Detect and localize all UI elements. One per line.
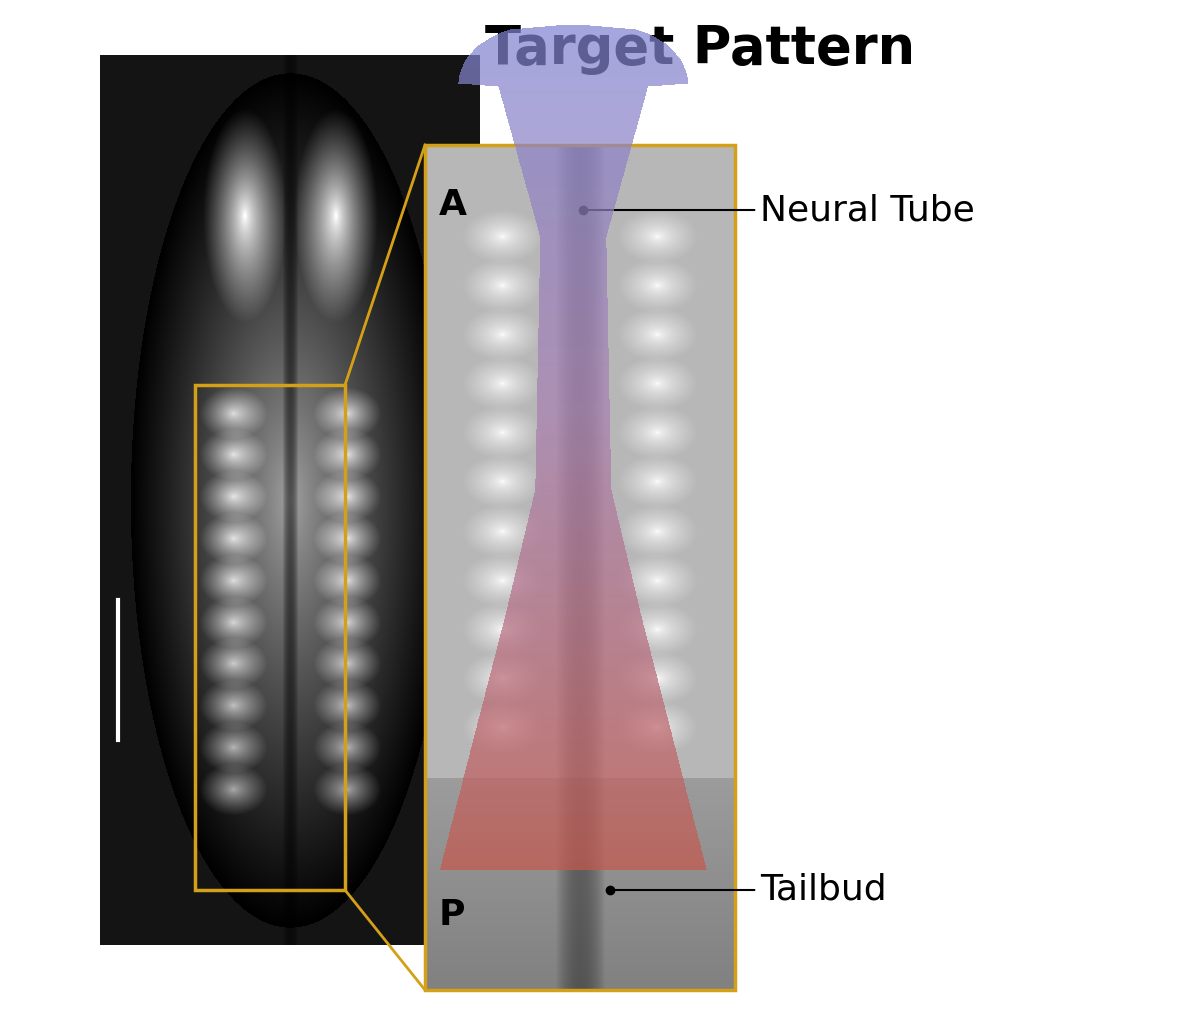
Bar bbox=[194, 385, 346, 890]
Text: Tailbud: Tailbud bbox=[613, 873, 887, 907]
Text: Neural Tube: Neural Tube bbox=[586, 193, 974, 227]
Bar bbox=[425, 145, 734, 990]
Text: P: P bbox=[439, 898, 466, 932]
Text: A: A bbox=[439, 188, 467, 222]
Text: Target Pattern: Target Pattern bbox=[485, 23, 916, 75]
